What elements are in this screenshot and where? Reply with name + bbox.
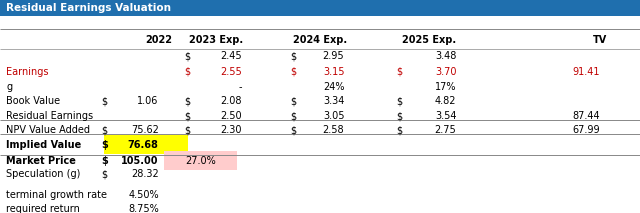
Text: Residual Earnings Valuation: Residual Earnings Valuation (6, 3, 172, 13)
Text: 2.55: 2.55 (220, 67, 242, 77)
Text: required return: required return (6, 204, 80, 213)
Text: 2.95: 2.95 (323, 52, 344, 62)
FancyBboxPatch shape (104, 135, 188, 154)
Text: Implied Value: Implied Value (6, 140, 82, 150)
Text: $: $ (290, 67, 296, 77)
Text: 105.00: 105.00 (121, 156, 159, 166)
Text: Residual Earnings: Residual Earnings (6, 111, 93, 121)
Text: 3.54: 3.54 (435, 111, 456, 121)
Text: 2.58: 2.58 (323, 125, 344, 135)
FancyBboxPatch shape (0, 0, 640, 16)
Text: 2.50: 2.50 (220, 111, 242, 121)
Text: 3.15: 3.15 (323, 67, 344, 77)
Text: $: $ (396, 96, 402, 106)
Text: 4.50%: 4.50% (128, 190, 159, 200)
Text: $: $ (396, 67, 402, 77)
FancyBboxPatch shape (164, 151, 237, 170)
Text: Earnings: Earnings (6, 67, 49, 77)
Text: 76.68: 76.68 (128, 140, 159, 150)
Text: 28.32: 28.32 (131, 169, 159, 179)
Text: 3.05: 3.05 (323, 111, 344, 121)
Text: 91.41: 91.41 (573, 67, 600, 77)
Text: 27.0%: 27.0% (185, 156, 216, 166)
Text: Market Price: Market Price (6, 156, 76, 166)
Text: 3.48: 3.48 (435, 52, 456, 62)
Text: $: $ (184, 67, 191, 77)
Text: $: $ (184, 52, 191, 62)
Text: Book Value: Book Value (6, 96, 61, 106)
Text: 4.82: 4.82 (435, 96, 456, 106)
Text: $: $ (101, 125, 108, 135)
Text: -: - (239, 82, 242, 92)
Text: 2.08: 2.08 (220, 96, 242, 106)
Text: Speculation (g): Speculation (g) (6, 169, 81, 179)
Text: 2022: 2022 (145, 35, 172, 45)
Text: $: $ (396, 125, 402, 135)
Text: 2025 Exp.: 2025 Exp. (402, 35, 456, 45)
Text: $: $ (100, 156, 108, 166)
Text: 2.30: 2.30 (220, 125, 242, 135)
Text: 1.06: 1.06 (138, 96, 159, 106)
Text: 2024 Exp.: 2024 Exp. (293, 35, 348, 45)
Text: 3.70: 3.70 (435, 67, 456, 77)
Text: 75.62: 75.62 (131, 125, 159, 135)
Text: 2.75: 2.75 (435, 125, 456, 135)
Text: $: $ (184, 125, 191, 135)
Text: $: $ (184, 96, 191, 106)
Text: $: $ (290, 125, 296, 135)
Text: 87.44: 87.44 (573, 111, 600, 121)
Text: 2.45: 2.45 (220, 52, 242, 62)
Text: 3.34: 3.34 (323, 96, 344, 106)
Text: $: $ (101, 169, 108, 179)
Text: TV: TV (593, 35, 607, 45)
Text: 8.75%: 8.75% (128, 204, 159, 213)
Text: $: $ (100, 140, 108, 150)
Text: 2023 Exp.: 2023 Exp. (189, 35, 243, 45)
Text: 67.99: 67.99 (573, 125, 600, 135)
Text: g: g (6, 82, 13, 92)
Text: 17%: 17% (435, 82, 456, 92)
Text: $: $ (184, 111, 191, 121)
Text: 24%: 24% (323, 82, 344, 92)
Text: $: $ (290, 111, 296, 121)
Text: $: $ (290, 52, 296, 62)
Text: NPV Value Added: NPV Value Added (6, 125, 90, 135)
Text: $: $ (290, 96, 296, 106)
Text: terminal growth rate: terminal growth rate (6, 190, 108, 200)
Text: $: $ (396, 111, 402, 121)
Text: $: $ (101, 96, 108, 106)
